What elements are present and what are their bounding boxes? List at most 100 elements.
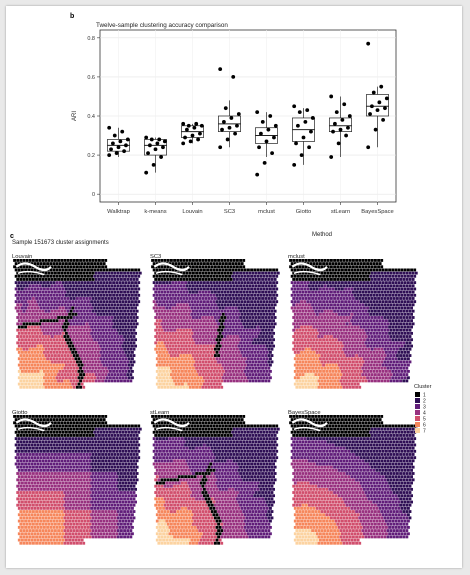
spot [154, 322, 158, 326]
spot [166, 347, 170, 351]
spot [303, 293, 307, 297]
spot [57, 328, 60, 332]
spot [79, 328, 82, 332]
spot [407, 344, 410, 348]
spot [182, 379, 186, 383]
spot [52, 382, 56, 386]
spot [203, 262, 206, 266]
data-point [262, 161, 267, 165]
spot [361, 322, 365, 326]
spot [96, 293, 100, 297]
spot [304, 341, 308, 345]
spot [98, 427, 101, 431]
spot [101, 360, 104, 364]
spot [363, 319, 366, 323]
spot [76, 259, 79, 262]
spot [19, 354, 23, 357]
spot [105, 369, 109, 373]
spot [209, 382, 213, 386]
spot [127, 363, 131, 367]
spot [339, 328, 343, 332]
spot [399, 328, 402, 332]
spot [348, 303, 352, 307]
spot [356, 350, 360, 354]
spot [361, 259, 365, 262]
spot [250, 338, 253, 342]
spot [47, 427, 51, 431]
spot [297, 300, 300, 304]
spot [218, 363, 222, 367]
spot [25, 278, 29, 281]
spot [107, 379, 111, 383]
spot [218, 325, 222, 329]
spot [60, 322, 64, 326]
spot [334, 363, 338, 367]
spot [363, 300, 366, 304]
spot [298, 335, 302, 338]
spot [77, 382, 81, 386]
spot [363, 262, 366, 266]
spot [162, 344, 165, 348]
spot [80, 274, 84, 278]
spot [342, 278, 346, 281]
spot [218, 262, 222, 266]
spot [411, 316, 415, 319]
spot [309, 331, 313, 335]
spot [293, 338, 297, 342]
spot [212, 319, 216, 323]
spot [110, 379, 114, 383]
spot [99, 312, 103, 316]
spot [126, 284, 130, 288]
spot [32, 297, 35, 300]
spot [303, 376, 307, 380]
spot [107, 297, 111, 300]
data-point [331, 129, 335, 134]
spot [104, 421, 108, 425]
spot [264, 297, 268, 300]
spot [258, 373, 261, 376]
spot [76, 271, 79, 275]
spot [206, 300, 209, 304]
spot [192, 366, 195, 370]
spot [364, 341, 368, 345]
spot [295, 341, 299, 345]
spot [350, 274, 354, 278]
spot [253, 369, 257, 373]
spot [38, 366, 42, 370]
spot [345, 259, 349, 262]
spot [166, 290, 170, 294]
spot [214, 303, 217, 307]
spot [231, 338, 235, 342]
spot [57, 360, 60, 364]
spot [188, 290, 192, 294]
spot [210, 278, 214, 281]
spot [204, 322, 208, 326]
spot [355, 347, 358, 351]
spot [38, 328, 42, 332]
spot [39, 363, 43, 367]
spot [68, 430, 71, 434]
spot [300, 325, 303, 329]
spot [134, 344, 137, 348]
spot [160, 259, 164, 262]
spot [110, 290, 114, 294]
spot [101, 259, 104, 262]
spot [258, 316, 261, 319]
spot [236, 366, 239, 370]
spot [345, 265, 349, 269]
spot [24, 287, 27, 291]
spot [267, 322, 271, 326]
spot [33, 418, 37, 422]
data-point [111, 141, 115, 146]
spot [76, 341, 79, 345]
spot [215, 319, 219, 323]
spot [184, 306, 187, 310]
spot [397, 363, 401, 367]
spot [300, 331, 303, 335]
spot [72, 427, 76, 431]
spot [381, 300, 385, 304]
spot [168, 300, 172, 304]
spot [375, 287, 379, 291]
spot [195, 379, 198, 383]
spot [301, 271, 305, 275]
